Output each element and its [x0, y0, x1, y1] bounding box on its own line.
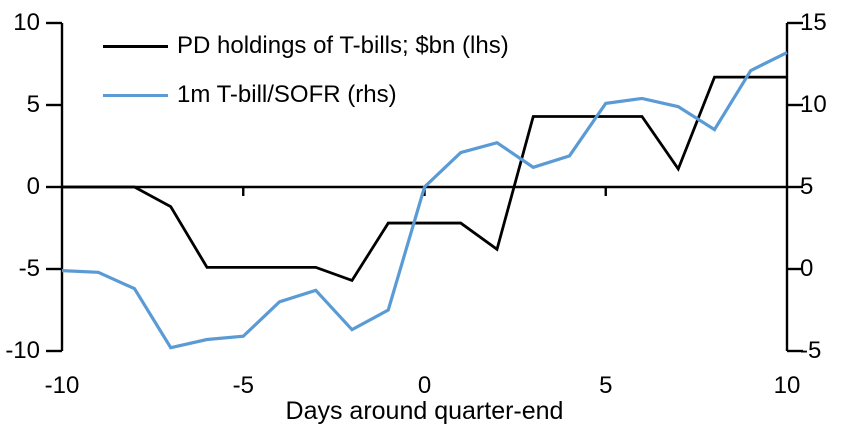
legend-line-sample-sofr-icon: [103, 93, 168, 97]
right-axis-tick-label: 10: [800, 91, 827, 118]
left-axis-tick-label: 0: [26, 173, 40, 200]
legend-item-sofr: 1m T-bill/SOFR (rhs): [103, 80, 509, 110]
legend: PD holdings of T-bills; $bn (lhs) 1m T-b…: [103, 31, 509, 129]
legend-line-sample-pd-icon: [103, 44, 168, 48]
x-axis-tick-label: -5: [232, 372, 254, 399]
left-axis-tick-label: 5: [26, 91, 40, 118]
left-axis-tick-label: 10: [13, 9, 40, 36]
left-axis-tick-label: -10: [5, 337, 40, 364]
right-axis-tick-label: -5: [800, 337, 822, 364]
series-line-sofr: [61, 51, 788, 350]
x-axis-tick-label: 0: [417, 372, 432, 399]
series-line-pd-holdings: [62, 75, 787, 283]
right-axis-tick-label: 15: [800, 9, 827, 36]
legend-label-sofr: 1m T-bill/SOFR (rhs): [177, 81, 397, 108]
x-axis-tick-label: -10: [44, 372, 80, 399]
legend-item-pd-holdings: PD holdings of T-bills; $bn (lhs): [103, 31, 509, 61]
legend-label-pd-holdings: PD holdings of T-bills; $bn (lhs): [177, 32, 509, 59]
right-axis-tick-label: 5: [800, 173, 814, 200]
x-axis-title: Days around quarter-end: [285, 397, 564, 425]
x-axis-tick-label: 10: [773, 372, 801, 399]
right-axis-tick-label: 0: [800, 255, 814, 282]
left-axis-tick-label: -5: [18, 255, 40, 282]
x-axis-tick-label: 5: [599, 372, 613, 399]
